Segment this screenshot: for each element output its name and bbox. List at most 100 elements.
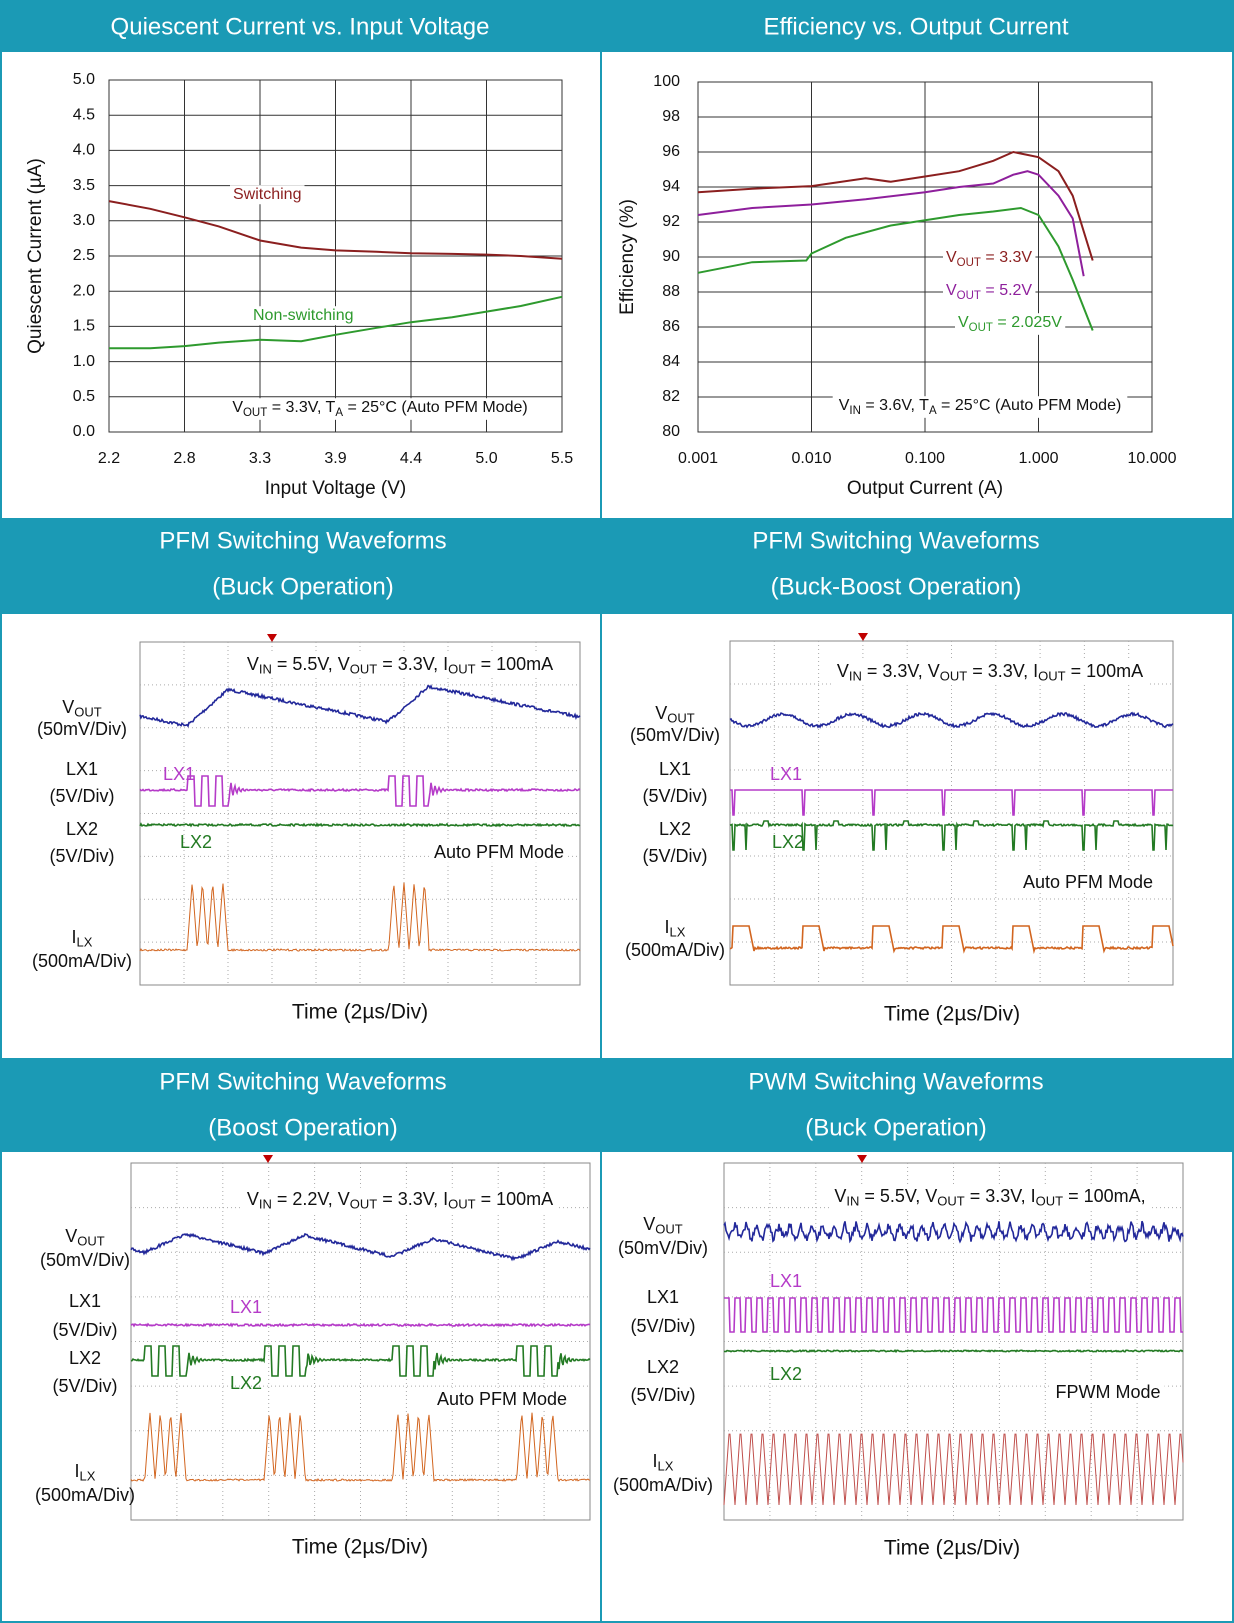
y-axis-title: Quiescent Current (µA) xyxy=(25,158,46,354)
y-axis-title: Efficiency (%) xyxy=(617,199,638,315)
subscript: OUT xyxy=(655,1222,683,1237)
chart-title: PFM Switching Waveforms xyxy=(159,1068,446,1095)
y-tick-label: 2.0 xyxy=(73,282,95,299)
subscript: OUT xyxy=(448,662,476,677)
mode-label: Auto PFM Mode xyxy=(434,842,564,862)
subscript: LX xyxy=(77,935,93,950)
subscript: OUT xyxy=(957,290,981,302)
y-tick-label: 0.0 xyxy=(73,423,95,440)
text-segment: = 3.3V xyxy=(981,249,1032,266)
subscript: OUT xyxy=(1038,669,1066,684)
channel-scale: (5V/Div) xyxy=(630,1316,695,1336)
channel-scale: (5V/Div) xyxy=(52,1320,117,1340)
trace-tag: LX1 xyxy=(770,764,802,784)
text-segment: = 25°C (Auto PFM Mode) xyxy=(937,397,1122,414)
channel-scale: (50mV/Div) xyxy=(40,1250,130,1270)
channel-label: LX2 xyxy=(647,1357,679,1377)
channel-label: LX2 xyxy=(69,1348,101,1368)
x-axis-title: Time (2µs/Div) xyxy=(884,1003,1020,1026)
x-axis-title: Time (2µs/Div) xyxy=(292,1536,428,1559)
subscript: OUT xyxy=(243,407,267,419)
text-segment: = 3.6V, T xyxy=(861,397,929,414)
text-segment: V xyxy=(62,697,74,717)
text-segment: = 3.3V, I xyxy=(965,1186,1036,1206)
conditions: VIN = 2.2V, VOUT = 3.3V, IOUT = 100mA xyxy=(247,1189,553,1212)
annotation: VIN = 3.6V, TA = 25°C (Auto PFM Mode) xyxy=(839,397,1122,417)
x-tick-label: 1.000 xyxy=(1018,450,1058,467)
channel-label: LX2 xyxy=(66,819,98,839)
subscript: OUT xyxy=(957,257,981,269)
text-segment: LX2 xyxy=(66,819,98,839)
mode-label: Auto PFM Mode xyxy=(437,1389,567,1409)
x-tick-label: 5.0 xyxy=(475,450,497,467)
x-tick-label: 3.9 xyxy=(324,450,346,467)
text-segment: LX1 xyxy=(647,1287,679,1307)
text-segment: = 100mA xyxy=(476,654,554,674)
text-segment: = 3.3V, I xyxy=(967,661,1038,681)
y-tick-label: 2.5 xyxy=(73,247,95,264)
text-segment: V xyxy=(834,1186,846,1206)
text-segment: V xyxy=(247,1189,259,1209)
channel-label: LX1 xyxy=(66,759,98,779)
subscript: IN xyxy=(259,1197,272,1212)
conditions: VIN = 5.5V, VOUT = 3.3V, IOUT = 100mA, xyxy=(834,1186,1145,1209)
y-tick-label: 1.5 xyxy=(73,318,95,335)
channel-scale: (500mA/Div) xyxy=(613,1475,713,1495)
series-label: Switching xyxy=(233,186,301,203)
channel-scale: (5V/Div) xyxy=(630,1385,695,1405)
channel-scale: (50mV/Div) xyxy=(37,719,127,739)
x-tick-label: 3.3 xyxy=(249,450,271,467)
x-axis-title: Output Current (A) xyxy=(847,478,1003,499)
channel-scale: (5V/Div) xyxy=(642,846,707,866)
y-tick-label: 0.5 xyxy=(73,388,95,405)
trace-tag: LX2 xyxy=(230,1373,262,1393)
mode-label: Auto PFM Mode xyxy=(1023,872,1153,892)
y-tick-label: 92 xyxy=(662,213,680,230)
y-tick-label: 1.0 xyxy=(73,353,95,370)
text-segment: = 3.3V, V xyxy=(862,661,940,681)
annotation: VOUT = 3.3V, TA = 25°C (Auto PFM Mode) xyxy=(232,399,527,419)
subscript: OUT xyxy=(350,1197,378,1212)
text-segment: = 2.2V, V xyxy=(272,1189,350,1209)
trace-tag: LX2 xyxy=(770,1364,802,1384)
chart-title: PFM Switching Waveforms xyxy=(752,527,1039,554)
subscript: LX xyxy=(658,1459,674,1474)
text-segment: V xyxy=(232,399,243,416)
text-segment: = 5.5V, V xyxy=(859,1186,937,1206)
subscript: OUT xyxy=(448,1197,476,1212)
channel-scale: (500mA/Div) xyxy=(35,1485,135,1505)
y-tick-label: 5.0 xyxy=(73,71,95,88)
text-segment: V xyxy=(839,397,850,414)
text-segment: = 3.3V, I xyxy=(377,654,448,674)
subscript: OUT xyxy=(350,662,378,677)
text-segment: = 5.2V xyxy=(981,282,1032,299)
channel-scale: (500mA/Div) xyxy=(32,951,132,971)
x-tick-label: 0.100 xyxy=(905,450,945,467)
x-tick-label: 0.010 xyxy=(791,450,831,467)
text-segment: = 3.3V, T xyxy=(267,399,335,416)
chart-title: (Buck-Boost Operation) xyxy=(771,573,1022,600)
text-segment: = 100mA xyxy=(476,1189,554,1209)
y-tick-label: 3.5 xyxy=(73,177,95,194)
text-segment: V xyxy=(65,1226,77,1246)
chart-title: (Boost Operation) xyxy=(208,1114,397,1141)
y-tick-label: 86 xyxy=(662,318,680,335)
conditions: VIN = 5.5V, VOUT = 3.3V, IOUT = 100mA xyxy=(247,654,553,677)
text-segment: = 3.3V, I xyxy=(377,1189,448,1209)
channel-scale: (500mA/Div) xyxy=(625,940,725,960)
text-segment: = 2.025V xyxy=(993,314,1062,331)
x-axis-title: Input Voltage (V) xyxy=(265,478,407,499)
text-segment: V xyxy=(643,1214,655,1234)
text-segment: = 25°C (Auto PFM Mode) xyxy=(343,399,528,416)
subscript: OUT xyxy=(937,1194,965,1209)
series-label: Non-switching xyxy=(253,307,353,324)
subscript: IN xyxy=(259,662,272,677)
trace-tag: LX2 xyxy=(180,832,212,852)
channel-label: LX1 xyxy=(659,759,691,779)
y-tick-label: 82 xyxy=(662,388,680,405)
x-axis-title: Time (2µs/Div) xyxy=(884,1537,1020,1560)
text-segment: V xyxy=(837,661,849,681)
x-tick-label: 4.4 xyxy=(400,450,422,467)
text-segment: LX1 xyxy=(69,1291,101,1311)
text-segment: V xyxy=(247,654,259,674)
